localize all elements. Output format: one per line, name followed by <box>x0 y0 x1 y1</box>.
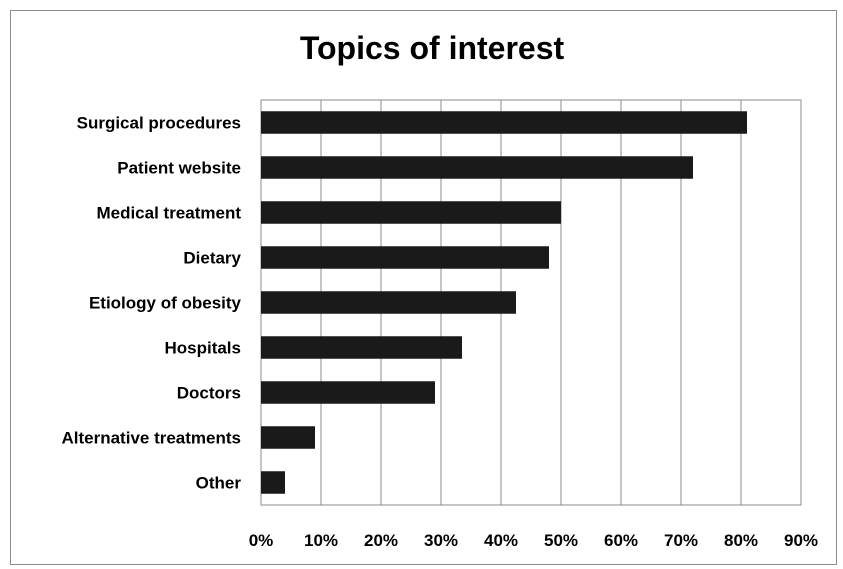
x-tick-labels: 0% 10% 20% 30% 40% 50% 60% 70% 80% 90% <box>249 531 818 550</box>
bar <box>261 291 516 314</box>
chart-frame <box>10 10 837 565</box>
x-tick-label: 50% <box>544 531 578 550</box>
category-label: Etiology of obesity <box>89 294 242 313</box>
bar <box>261 426 315 449</box>
x-tick-label: 0% <box>249 531 274 550</box>
bar <box>261 471 285 494</box>
x-tick-label: 80% <box>724 531 758 550</box>
bar <box>261 156 693 179</box>
x-tick-label: 10% <box>304 531 338 550</box>
chart-title: Topics of interest <box>299 30 565 66</box>
category-label: Medical treatment <box>96 204 241 223</box>
x-tick-label: 40% <box>484 531 518 550</box>
category-labels: Surgical procedures Patient website Medica… <box>61 114 241 493</box>
category-label: Other <box>196 474 242 493</box>
bar <box>261 246 549 269</box>
x-tick-label: 60% <box>604 531 638 550</box>
x-tick-label: 30% <box>424 531 458 550</box>
category-label: Dietary <box>183 249 241 268</box>
category-label: Hospitals <box>164 339 241 358</box>
category-label: Surgical procedures <box>77 114 241 133</box>
category-label: Patient website <box>117 159 241 178</box>
category-label: Alternative treatments <box>61 429 241 448</box>
x-tick-label: 90% <box>784 531 818 550</box>
bar <box>261 111 747 134</box>
bar <box>261 201 561 224</box>
bar <box>261 336 462 359</box>
bar <box>261 381 435 404</box>
x-tick-label: 70% <box>664 531 698 550</box>
x-tick-label: 20% <box>364 531 398 550</box>
category-label: Doctors <box>177 384 241 403</box>
bars <box>261 111 747 494</box>
